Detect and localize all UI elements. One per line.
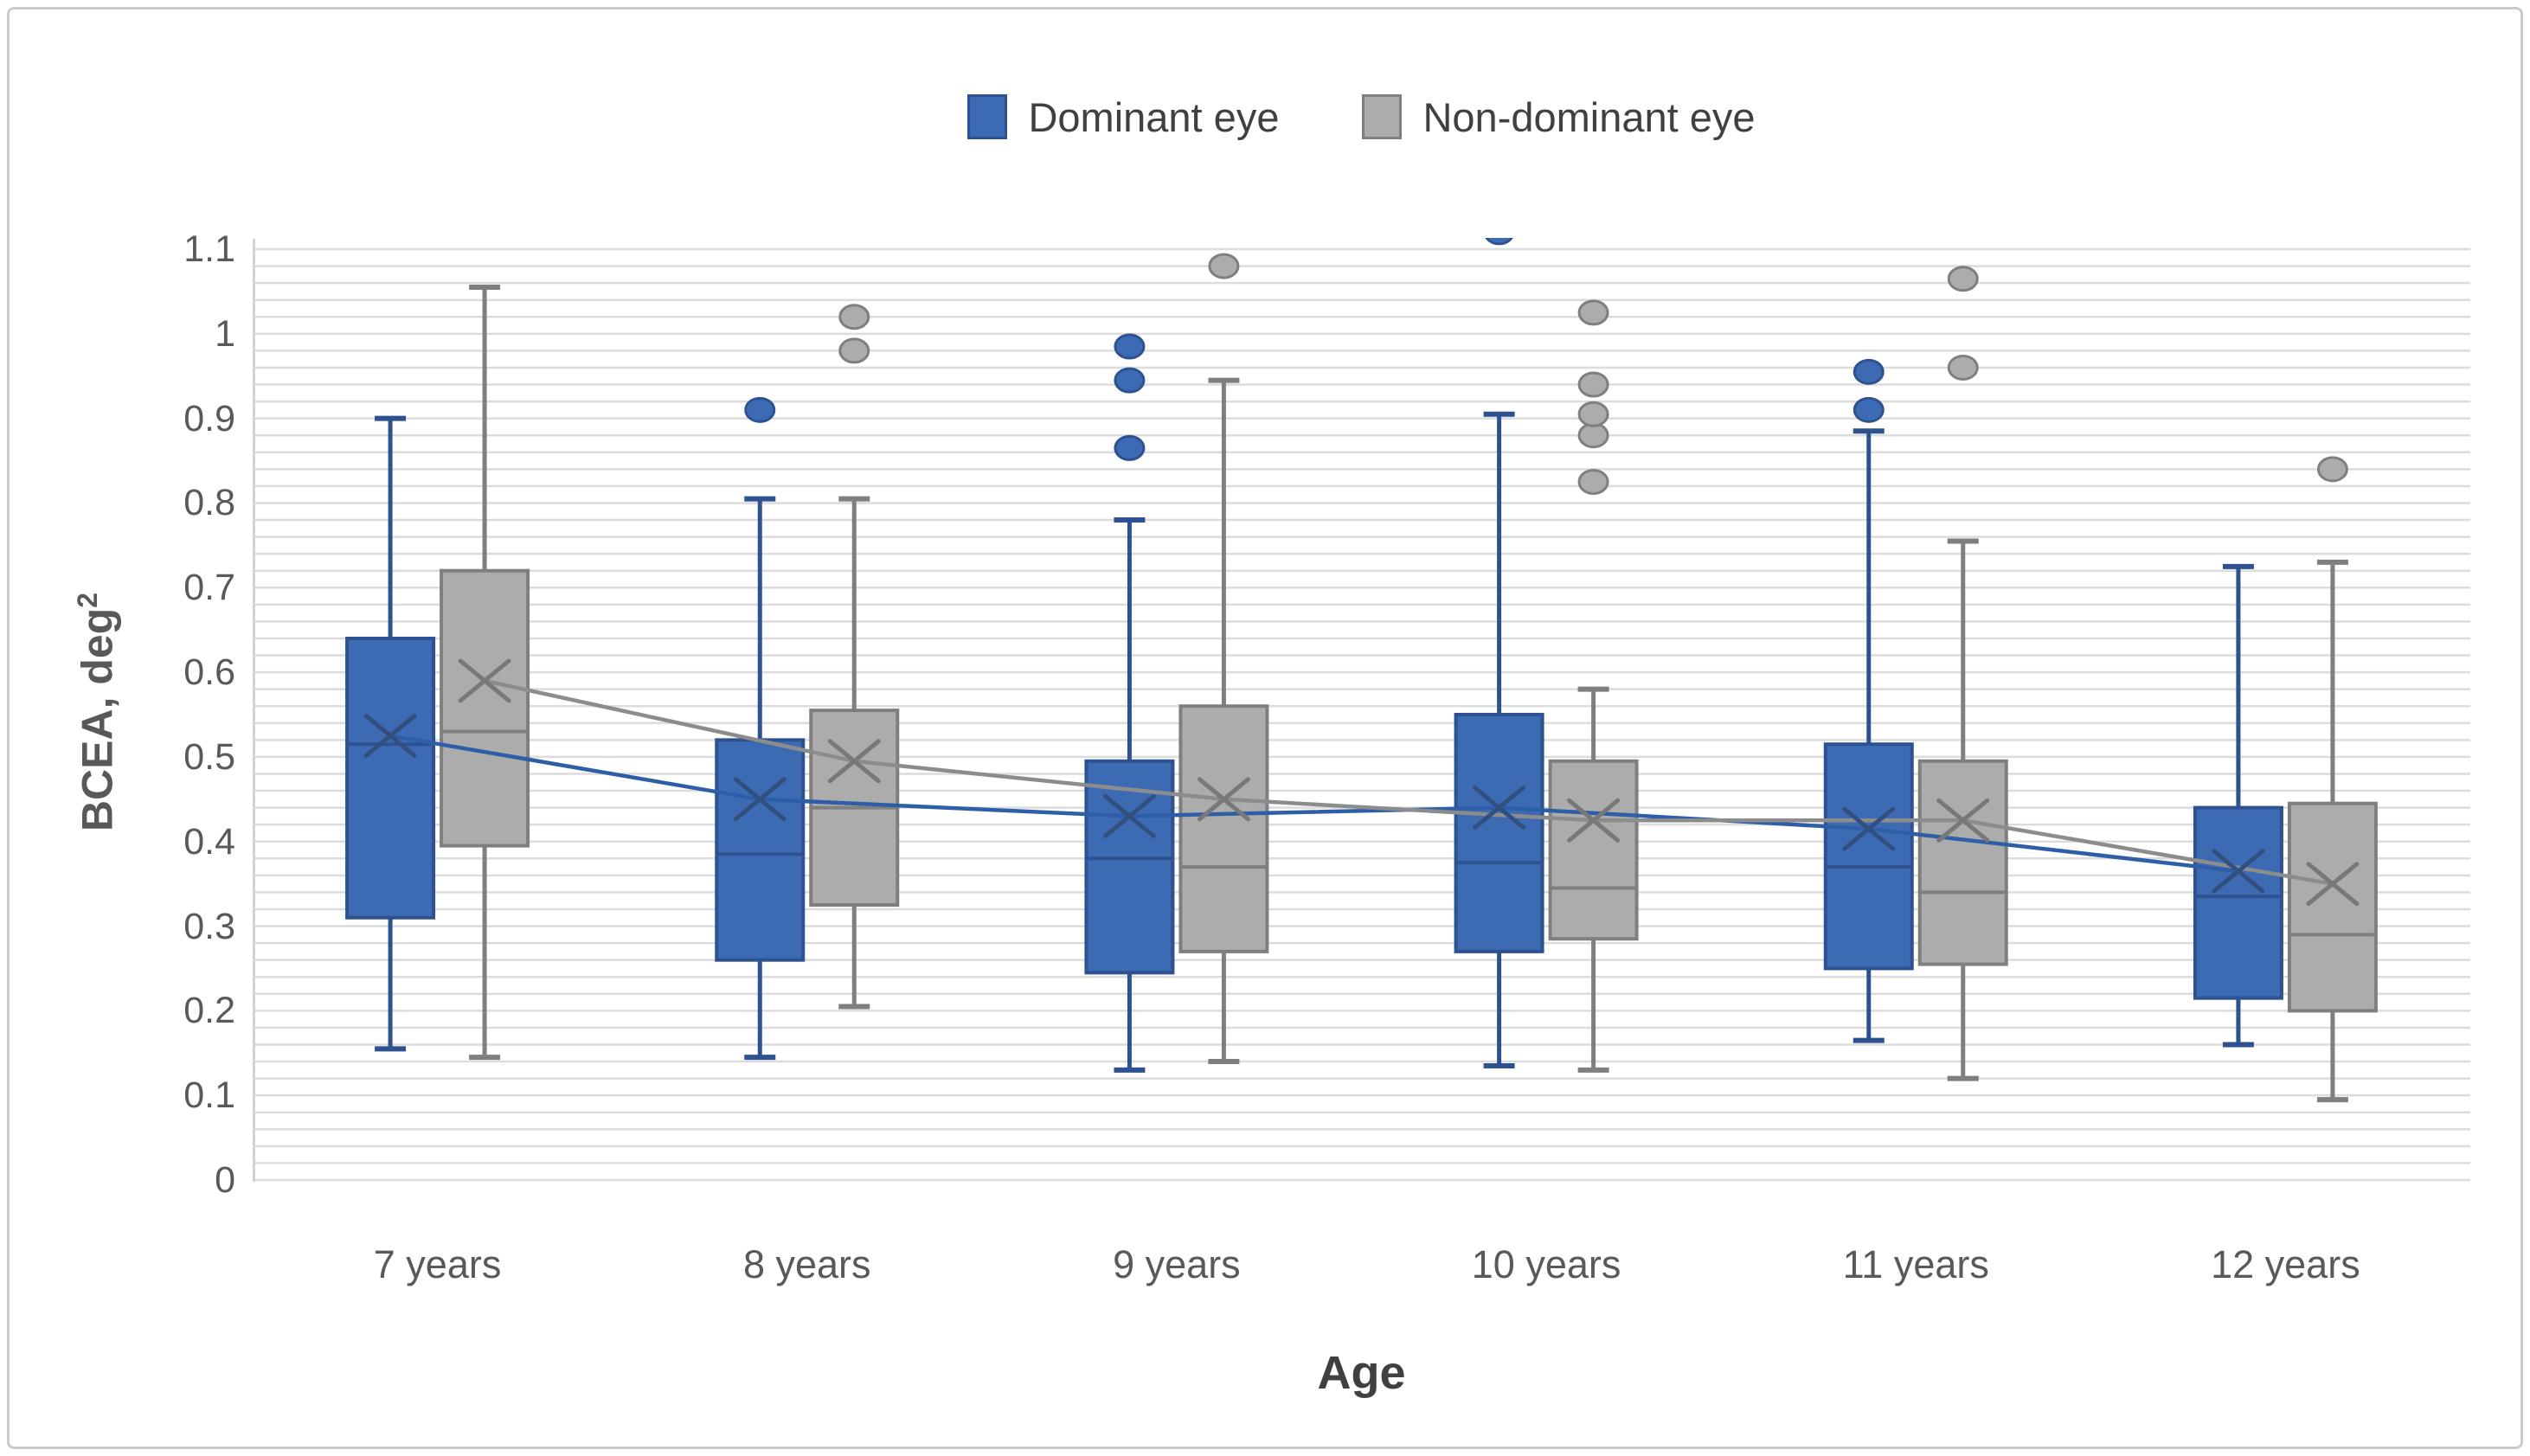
x-tick-label-11-years: 11 years <box>1842 1242 1989 1286</box>
outlier-dot-non-dominant-eye <box>2316 456 2348 483</box>
mean-marker-non-dominant-eye <box>827 739 881 784</box>
legend-item-non-dominant-eye[interactable]: Non-dominant eye <box>1362 93 1756 141</box>
y-tick-label: 0.3 <box>183 905 235 947</box>
mean-marker-dominant-eye <box>2212 849 2265 894</box>
box-dominant-eye-11-years <box>1823 742 1914 971</box>
mean-marker-dominant-eye <box>1473 786 1526 831</box>
outlier-dot-non-dominant-eye <box>1208 253 1240 279</box>
x-tick-label-12-years: 12 years <box>2211 1242 2360 1286</box>
box-non-dominant-eye-7-years <box>440 568 530 848</box>
outlier-dot-non-dominant-eye <box>1577 371 1609 398</box>
outlier-dot-non-dominant-eye <box>838 337 870 364</box>
legend-item-dominant-eye[interactable]: Dominant eye <box>967 93 1279 141</box>
mean-marker-dominant-eye <box>1842 806 1896 851</box>
outlier-dot-non-dominant-eye <box>1577 299 1609 326</box>
mean-marker-dominant-eye <box>363 713 417 758</box>
outlier-dot-dominant-eye <box>1485 238 1513 246</box>
box-dominant-eye-12-years <box>2193 805 2283 1000</box>
x-tick-label-7-years: 7 years <box>373 1242 502 1286</box>
box-dominant-eye-8-years <box>715 738 806 962</box>
outlier-dot-dominant-eye <box>744 396 776 423</box>
y-tick-label: 0.1 <box>183 1074 235 1117</box>
mean-marker-dominant-eye <box>733 777 787 822</box>
box-dominant-eye-9-years <box>1084 759 1175 975</box>
legend-swatch-dominant-eye <box>967 94 1008 139</box>
y-axis-title: BCEA, deg2 <box>72 592 122 832</box>
x-tick-label-10-years: 10 years <box>1471 1242 1621 1286</box>
y-tick-label: 0.5 <box>183 735 235 778</box>
y-tick-label: 1 <box>215 312 235 355</box>
y-tick-label: 0 <box>215 1159 235 1201</box>
outlier-dot-dominant-eye <box>1114 367 1146 394</box>
outlier-dot-non-dominant-eye <box>838 304 870 330</box>
x-tick-label-9-years: 9 years <box>1113 1242 1241 1286</box>
mean-marker-non-dominant-eye <box>1197 777 1250 822</box>
box-non-dominant-eye-10-years <box>1548 759 1639 941</box>
mean-trend-line-dominant-eye <box>389 734 2239 874</box>
y-tick-label: 1.1 <box>183 228 235 270</box>
outlier-dot-dominant-eye <box>1853 358 1885 385</box>
x-tick-label-8-years: 8 years <box>742 1242 871 1286</box>
y-tick-label: 0.9 <box>183 397 235 439</box>
y-tick-label: 0.4 <box>183 820 235 863</box>
legend: Dominant eye Non-dominant eye <box>253 87 2470 147</box>
box-dominant-eye-7-years <box>345 636 436 920</box>
mean-marker-dominant-eye <box>1102 793 1156 838</box>
outlier-dot-dominant-eye <box>1853 396 1885 423</box>
mean-marker-non-dominant-eye <box>2306 862 2360 907</box>
outlier-dot-non-dominant-eye <box>1577 401 1609 427</box>
outlier-dot-dominant-eye <box>1114 434 1146 461</box>
legend-label-non-dominant-eye: Non-dominant eye <box>1422 93 1756 140</box>
mean-marker-non-dominant-eye <box>1936 798 1990 843</box>
box-non-dominant-eye-9-years <box>1178 704 1269 953</box>
mean-marker-non-dominant-eye <box>1567 798 1621 843</box>
outlier-dot-non-dominant-eye <box>1947 354 1979 381</box>
mean-trend-line-non-dominant-eye <box>484 678 2334 886</box>
outlier-dot-non-dominant-eye <box>1577 469 1609 495</box>
box-non-dominant-eye-11-years <box>1917 759 2008 966</box>
outlier-dot-non-dominant-eye <box>1577 422 1609 449</box>
plot-area <box>253 238 2470 1182</box>
outlier-dot-dominant-eye <box>1114 333 1146 360</box>
y-tick-label: 0.2 <box>183 990 235 1032</box>
mean-marker-non-dominant-eye <box>458 658 511 703</box>
legend-label-dominant-eye: Dominant eye <box>1028 93 1280 140</box>
box-dominant-eye-10-years <box>1454 713 1544 953</box>
legend-swatch-non-dominant-eye <box>1362 94 1403 139</box>
y-tick-label: 0.6 <box>183 651 235 694</box>
y-tick-label: 0.8 <box>183 482 235 524</box>
y-tick-label: 0.7 <box>183 567 235 609</box>
box-non-dominant-eye-12-years <box>2287 801 2378 1013</box>
x-axis-title: Age <box>1317 1347 1406 1399</box>
outlier-dot-non-dominant-eye <box>1947 266 1979 292</box>
